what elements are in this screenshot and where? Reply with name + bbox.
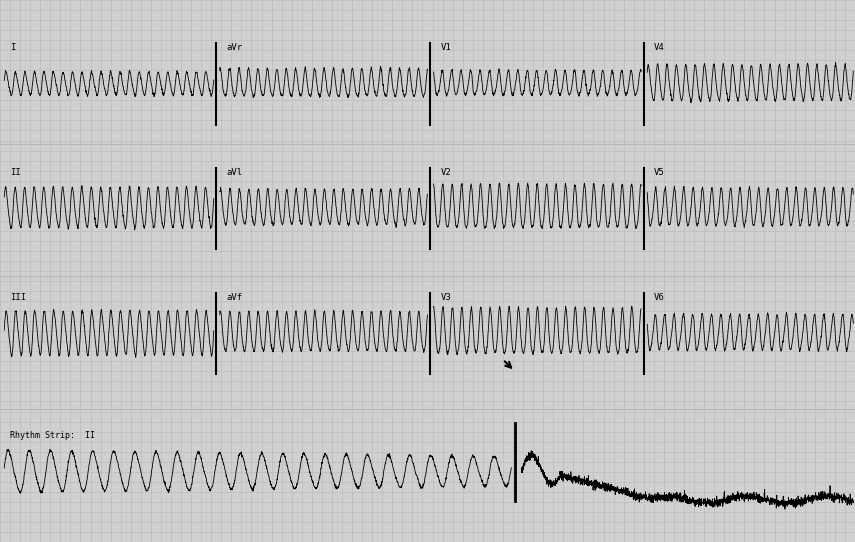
Text: I: I [10,43,15,53]
Text: V1: V1 [440,43,451,53]
Text: V4: V4 [654,43,665,53]
Text: aVr: aVr [227,43,243,53]
Text: aVl: aVl [227,168,243,177]
Text: Rhythm Strip:  II: Rhythm Strip: II [10,431,95,440]
Text: II: II [10,168,21,177]
Text: V6: V6 [654,293,665,302]
Text: V2: V2 [440,168,451,177]
Text: aVf: aVf [227,293,243,302]
Text: V5: V5 [654,168,665,177]
Text: III: III [10,293,27,302]
Text: V3: V3 [440,293,451,302]
